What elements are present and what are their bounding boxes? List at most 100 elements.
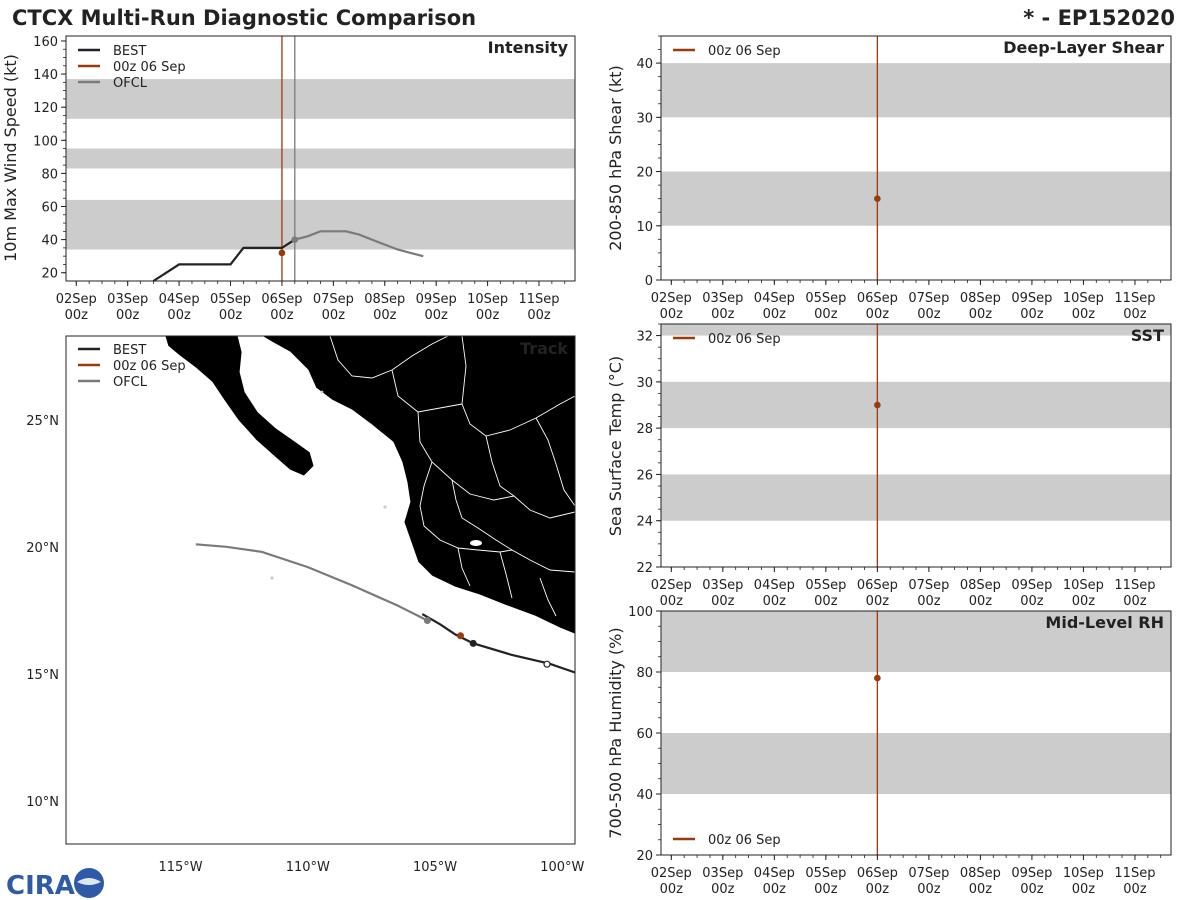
shear-ytick-label: 30 <box>636 111 653 126</box>
track-title: Track <box>520 339 568 358</box>
rh-shaded-band <box>661 611 1171 672</box>
shear-xtick-date: 06Sep <box>857 291 898 306</box>
shear-xtick-hour: 00z <box>711 307 735 322</box>
sst-ytick-label: 22 <box>636 561 653 576</box>
island <box>320 390 324 394</box>
intensity-best-line <box>152 238 296 282</box>
sst-ytick-label: 32 <box>636 330 653 345</box>
rh-xtick-date: 10Sep <box>1063 866 1104 881</box>
intensity-xtick-date: 05Sep <box>210 292 251 307</box>
shear-shaded-band <box>661 63 1171 118</box>
sst-ylabel: Sea Surface Temp (°C) <box>606 356 625 536</box>
rh-ylabel: 700-500 hPa Humidity (%) <box>606 627 625 838</box>
rh-xtick-date: 05Sep <box>805 866 846 881</box>
intensity-ytick-label: 40 <box>41 234 58 249</box>
shear-xtick-date: 03Sep <box>702 291 743 306</box>
sst-xtick-hour: 00z <box>763 594 787 609</box>
intensity-run-point <box>278 249 286 257</box>
shear-xtick-hour: 00z <box>763 307 787 322</box>
intensity-shaded-band <box>66 79 575 119</box>
rh-xtick-hour: 00z <box>763 882 787 897</box>
sst-ytick-label: 28 <box>636 422 653 437</box>
storm-id: * - EP152020 <box>1023 6 1175 30</box>
intensity-ytick-label: 120 <box>33 101 58 116</box>
intensity-xtick-date: 06Sep <box>261 292 302 307</box>
sst-xtick-date: 03Sep <box>702 578 743 593</box>
cira-logo: CIRA <box>6 868 104 900</box>
island <box>270 576 274 580</box>
rh-ytick-label: 20 <box>636 849 653 864</box>
sst-shaded-band <box>661 324 1171 336</box>
rh-xtick-date: 04Sep <box>754 866 795 881</box>
track-ofcl-point <box>423 616 431 624</box>
shear-ytick-label: 0 <box>645 274 653 289</box>
sst-xtick-date: 05Sep <box>805 578 846 593</box>
rh-xtick-date: 09Sep <box>1011 866 1052 881</box>
intensity-xtick-date: 09Sep <box>416 292 457 307</box>
rh-legend-label: 00z 06 Sep <box>708 833 781 848</box>
shear-xtick-hour: 00z <box>1123 307 1147 322</box>
lake-chapala <box>470 540 482 546</box>
shear-xtick-hour: 00z <box>660 307 684 322</box>
shear-xtick-hour: 00z <box>1072 307 1096 322</box>
track-ofcl-line <box>195 543 428 622</box>
intensity-ytick-label: 80 <box>41 167 58 182</box>
rh-xtick-date: 03Sep <box>702 866 743 881</box>
rh-ytick-label: 40 <box>636 788 653 803</box>
intensity-xtick-hour: 00z <box>65 308 89 323</box>
rh-ytick-label: 80 <box>636 666 653 681</box>
intensity-shaded-band <box>66 148 575 169</box>
logo-text: CIRA <box>6 871 75 900</box>
intensity-ytick-label: 60 <box>41 201 58 216</box>
sst-xtick-hour: 00z <box>814 594 838 609</box>
intensity-xtick-hour: 00z <box>116 308 140 323</box>
track-legend-label: 00z 06 Sep <box>113 359 186 374</box>
track-frame <box>65 335 576 845</box>
sst-xtick-hour: 00z <box>1020 594 1044 609</box>
rh-shaded-band <box>661 733 1171 794</box>
rh-xtick-hour: 00z <box>917 882 941 897</box>
rh-xtick-hour: 00z <box>1072 882 1096 897</box>
figure-title: CTCX Multi-Run Diagnostic Comparison <box>12 6 476 30</box>
intensity-xtick-hour: 00z <box>424 308 448 323</box>
rh-xtick-hour: 00z <box>866 882 890 897</box>
baja-california-land <box>164 336 315 477</box>
logo-wave-icon <box>77 878 101 885</box>
shear-xtick-date: 11Sep <box>1114 291 1155 306</box>
rh-xtick-date: 08Sep <box>960 866 1001 881</box>
rh-title: Mid-Level RH <box>1045 613 1164 632</box>
track-lat-label: 15°N <box>26 668 59 683</box>
sst-frame <box>660 323 1172 568</box>
rh-xtick-hour: 00z <box>969 882 993 897</box>
intensity-xtick-hour: 00z <box>322 308 346 323</box>
sst-xtick-date: 04Sep <box>754 578 795 593</box>
intensity-xtick-hour: 00z <box>219 308 243 323</box>
sst-shaded-band <box>661 381 1171 429</box>
sst-ytick-label: 30 <box>636 376 653 391</box>
shear-xtick-hour: 00z <box>917 307 941 322</box>
lakes <box>470 540 482 546</box>
rh-xtick-hour: 00z <box>814 882 838 897</box>
shear-xtick-hour: 00z <box>1020 307 1044 322</box>
intensity-xtick-hour: 00z <box>373 308 397 323</box>
sst-xtick-hour: 00z <box>866 594 890 609</box>
sst-xtick-hour: 00z <box>660 594 684 609</box>
intensity-xtick-date: 11Sep <box>518 292 559 307</box>
rh-xtick-date: 11Sep <box>1114 866 1155 881</box>
intensity-title: Intensity <box>488 38 569 57</box>
shear-shaded-band <box>661 171 1171 226</box>
track-lat-label: 20°N <box>26 541 59 556</box>
track-lat-label: 10°N <box>26 795 59 810</box>
track-legend-label: BEST <box>113 343 146 358</box>
sst-xtick-hour: 00z <box>1123 594 1147 609</box>
intensity-legend-label: BEST <box>113 44 146 59</box>
intensity-ylabel: 10m Max Wind Speed (kt) <box>1 54 20 262</box>
intensity-ofcl-line <box>294 230 424 258</box>
sst-xtick-date: 02Sep <box>651 578 692 593</box>
intensity-xtick-hour: 00z <box>167 308 191 323</box>
intensity-xtick-hour: 00z <box>527 308 551 323</box>
island <box>383 505 387 509</box>
